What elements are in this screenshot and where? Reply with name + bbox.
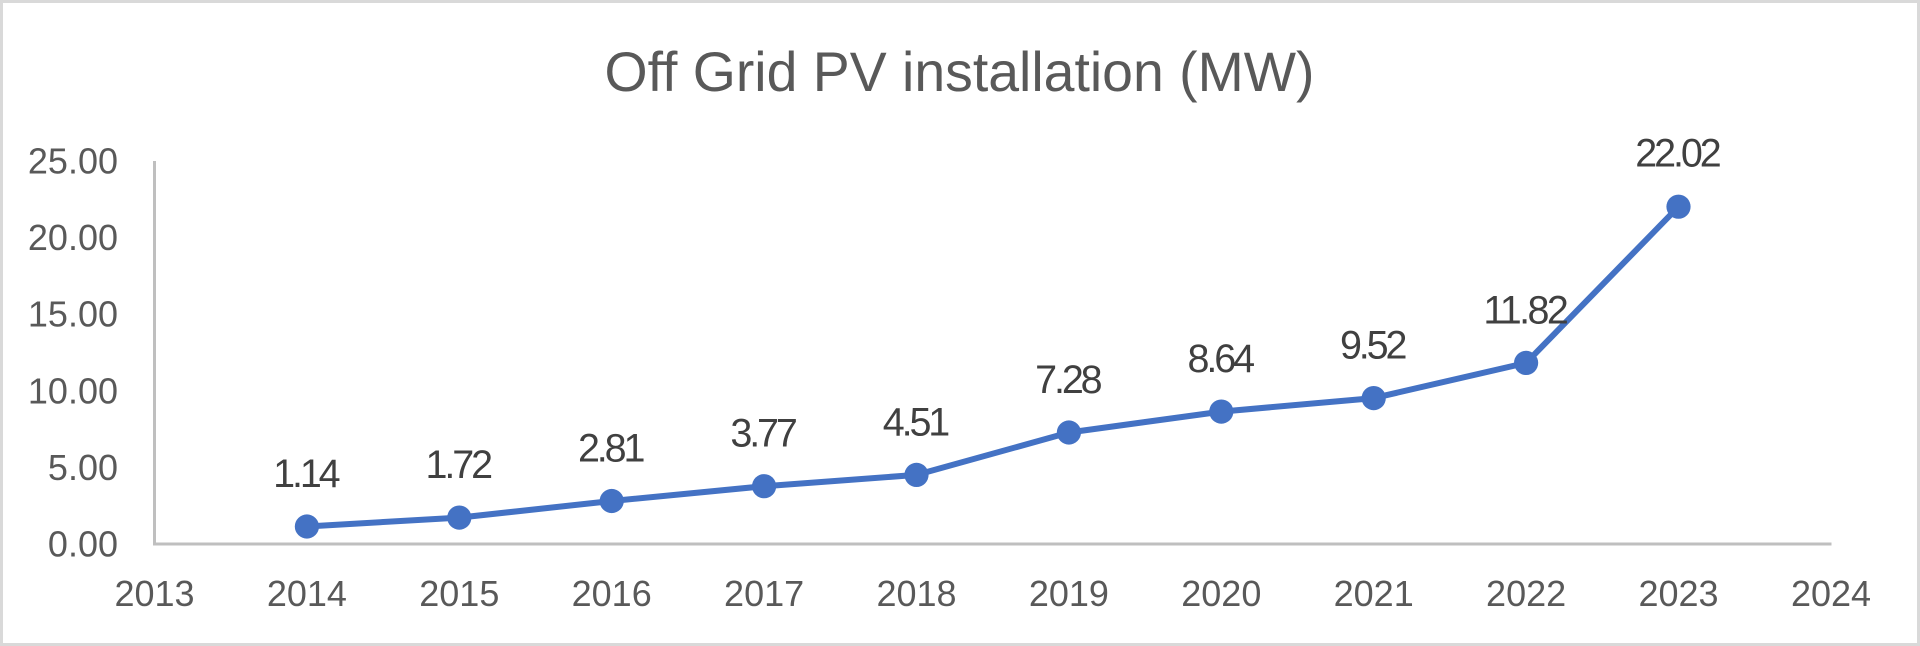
svg-text:9.52: 9.52 [1340,324,1408,368]
svg-text:2016: 2016 [572,573,652,614]
svg-text:2024: 2024 [1791,573,1871,614]
svg-text:10.00: 10.00 [28,370,118,411]
svg-text:3.77: 3.77 [730,412,798,456]
svg-text:1.14: 1.14 [273,452,341,496]
svg-text:25.00: 25.00 [28,141,118,182]
svg-text:7.28: 7.28 [1035,358,1103,402]
svg-text:2017: 2017 [724,573,804,614]
svg-text:2022: 2022 [1486,573,1566,614]
svg-text:0.00: 0.00 [48,524,118,565]
svg-text:2021: 2021 [1334,573,1414,614]
svg-text:5.00: 5.00 [48,447,118,488]
svg-text:20.00: 20.00 [28,217,118,258]
svg-text:2018: 2018 [876,573,956,614]
svg-text:11.82: 11.82 [1483,288,1569,332]
svg-text:2014: 2014 [267,573,347,614]
svg-text:22.02: 22.02 [1635,132,1722,176]
svg-text:15.00: 15.00 [28,294,118,335]
svg-text:8.64: 8.64 [1188,337,1256,381]
svg-text:2.81: 2.81 [578,427,646,471]
svg-text:2020: 2020 [1181,573,1261,614]
svg-text:1.72: 1.72 [426,443,494,487]
svg-text:2015: 2015 [419,573,499,614]
svg-text:2013: 2013 [114,573,194,614]
svg-text:4.51: 4.51 [883,400,951,444]
svg-text:Off Grid PV installation (MW): Off Grid PV installation (MW) [605,41,1315,103]
svg-text:2023: 2023 [1638,573,1718,614]
svg-text:2019: 2019 [1029,573,1109,614]
